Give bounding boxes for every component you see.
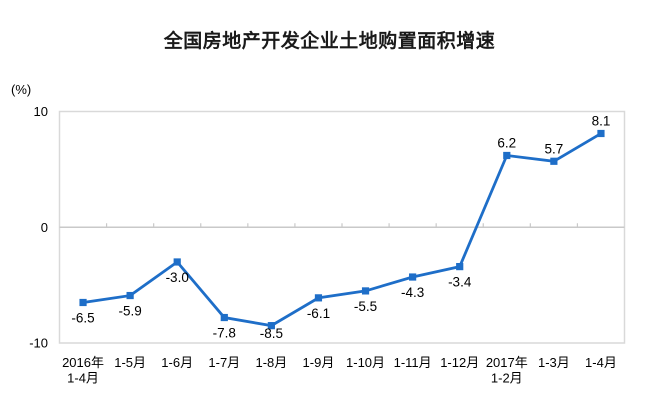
x-axis-tick-label: 1-7月 bbox=[208, 355, 240, 370]
x-axis-tick-label: 1-10月 bbox=[346, 355, 385, 370]
x-axis-tick-label: 1-2月 bbox=[491, 371, 523, 386]
data-point-label: -6.5 bbox=[71, 310, 94, 325]
data-point-label: -5.9 bbox=[118, 304, 141, 319]
x-axis-tick-label: 1-12月 bbox=[440, 355, 479, 370]
data-point-label: -3.4 bbox=[448, 275, 472, 290]
y-axis-tick-label: 10 bbox=[34, 104, 48, 119]
data-point-marker bbox=[267, 322, 275, 330]
x-axis-tick-label: 1-4月 bbox=[585, 355, 617, 370]
data-point-marker bbox=[409, 273, 417, 281]
y-axis-tick-label: 0 bbox=[41, 220, 48, 235]
x-axis-tick-label: 1-9月 bbox=[303, 355, 335, 370]
x-axis-tick-label: 1-6月 bbox=[161, 355, 193, 370]
data-point-label: 5.7 bbox=[544, 141, 563, 156]
data-point-marker bbox=[597, 129, 605, 138]
data-point-marker bbox=[503, 151, 511, 160]
x-axis-tick-label: 1-11月 bbox=[394, 355, 432, 370]
data-point-marker bbox=[79, 298, 87, 307]
data-point-marker bbox=[126, 291, 134, 300]
data-point-label: 6.2 bbox=[497, 135, 516, 150]
data-point-marker bbox=[220, 313, 228, 322]
data-point-marker bbox=[173, 258, 181, 266]
data-point-marker bbox=[550, 157, 558, 165]
data-point-label: -5.5 bbox=[354, 299, 377, 314]
x-axis-tick-label: 1-3月 bbox=[538, 355, 570, 370]
data-point-label: -8.5 bbox=[260, 326, 283, 341]
x-axis-tick-label: 1-8月 bbox=[255, 355, 287, 370]
data-line bbox=[81, 131, 603, 328]
x-axis-tick-label: 2017年 bbox=[486, 355, 528, 370]
data-point-label: -4.3 bbox=[401, 285, 424, 300]
data-point-marker bbox=[456, 263, 464, 271]
x-axis-tick-label: 2016年 bbox=[62, 355, 104, 370]
y-axis-unit-label: (%) bbox=[11, 82, 32, 97]
y-axis-tick-label: -10 bbox=[29, 336, 48, 351]
chart-title: 全国房地产开发企业土地购置面积增速 bbox=[163, 31, 496, 52]
data-point-label: -6.1 bbox=[307, 306, 330, 321]
x-axis-tick-label: 1-4月 bbox=[67, 371, 99, 386]
data-point-label: -3.0 bbox=[166, 270, 189, 285]
x-axis-tick-label: 1-5月 bbox=[114, 355, 146, 370]
data-point-marker bbox=[361, 287, 370, 295]
data-point-label: -7.8 bbox=[213, 326, 236, 341]
data-point-label: 8.1 bbox=[592, 113, 611, 128]
data-point-marker bbox=[314, 294, 323, 302]
